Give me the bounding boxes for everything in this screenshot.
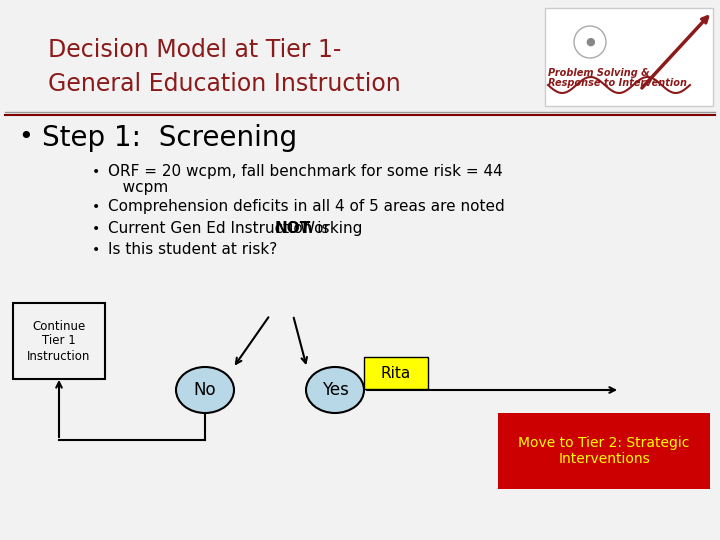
Text: Move to Tier 2: Strategic
Interventions: Move to Tier 2: Strategic Interventions — [518, 436, 690, 466]
Text: Decision Model at Tier 1-: Decision Model at Tier 1- — [48, 38, 341, 62]
Text: Yes: Yes — [322, 381, 348, 399]
Text: Response to Intervention: Response to Intervention — [548, 78, 687, 88]
Text: Current Gen Ed Instruction is: Current Gen Ed Instruction is — [108, 221, 334, 236]
Text: Step 1:  Screening: Step 1: Screening — [42, 124, 297, 152]
Text: Continue
Tier 1
Instruction: Continue Tier 1 Instruction — [27, 320, 91, 362]
FancyBboxPatch shape — [545, 8, 713, 106]
Text: •: • — [92, 222, 100, 236]
Text: Working: Working — [295, 221, 362, 236]
FancyBboxPatch shape — [498, 413, 710, 489]
Text: General Education Instruction: General Education Instruction — [48, 72, 401, 96]
Ellipse shape — [306, 367, 364, 413]
Ellipse shape — [176, 367, 234, 413]
Text: •: • — [92, 165, 100, 179]
Text: No: No — [194, 381, 216, 399]
Text: ORF = 20 wcpm, fall benchmark for some risk = 44: ORF = 20 wcpm, fall benchmark for some r… — [108, 164, 503, 179]
FancyBboxPatch shape — [364, 357, 428, 389]
Text: NOT: NOT — [274, 221, 311, 236]
Text: •: • — [18, 125, 32, 149]
Text: Problem Solving &: Problem Solving & — [548, 68, 649, 78]
Text: ●: ● — [585, 37, 595, 47]
Text: Rita: Rita — [381, 366, 411, 381]
Text: •: • — [92, 243, 100, 257]
Text: •: • — [92, 200, 100, 214]
Text: Is this student at risk?: Is this student at risk? — [108, 242, 277, 257]
Text: Comprehension deficits in all 4 of 5 areas are noted: Comprehension deficits in all 4 of 5 are… — [108, 199, 505, 214]
Text: wcpm: wcpm — [108, 180, 168, 195]
FancyBboxPatch shape — [13, 303, 105, 379]
FancyBboxPatch shape — [5, 5, 715, 535]
